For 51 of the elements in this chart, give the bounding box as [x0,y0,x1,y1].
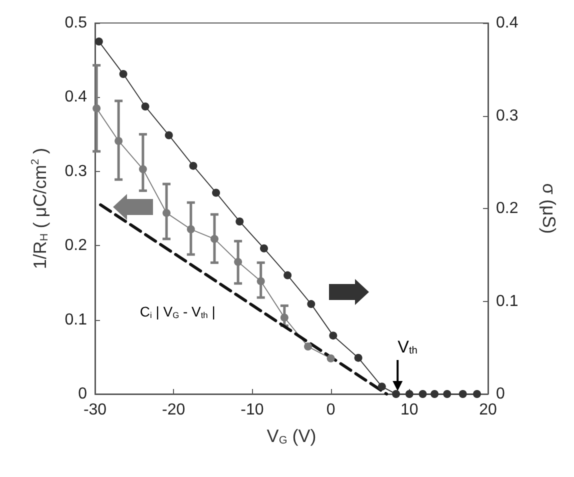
y-tick-label: 0.2 [64,237,88,254]
point [392,390,400,398]
point [418,390,427,398]
point [326,354,335,362]
point [210,234,218,243]
y2-tick-label: 0 [496,386,505,402]
point [329,332,338,340]
point [236,217,244,226]
y2-tick-label: 0.1 [496,292,518,310]
y-tick-label: 0.5 [64,14,88,32]
x-tick-label: 0 [326,402,336,418]
x-tick-label: -10 [240,402,264,418]
y2-tick-label: 0.2 [496,200,518,217]
point [405,390,414,398]
point [458,390,467,398]
point [280,314,288,322]
point [234,258,242,266]
point [114,136,123,145]
point [256,277,265,286]
point [443,390,452,398]
y2-tick-label: 0.3 [496,107,518,124]
point [189,162,198,170]
y-tick-label: 0.3 [64,162,88,180]
y2-axis-title: σ (μS) [539,183,559,234]
point [119,70,128,78]
point [260,244,268,252]
x-tick-label: 20 [479,402,497,418]
y-axis-title: 1/RH ( μC/cm2 ) [30,148,50,270]
point [141,102,150,110]
point [378,382,386,391]
point [354,354,362,362]
x-tick-label: -30 [83,402,107,418]
x-tick-label: 10 [400,402,418,418]
point [473,390,481,398]
y-tick-label: 0.1 [64,311,88,328]
point [164,131,173,140]
y-tick-label: 0 [78,386,88,402]
point [284,271,292,280]
point [162,208,171,217]
point [186,225,195,234]
point [430,390,439,398]
x-tick-label: -20 [162,402,186,418]
y2-tick-label: 0.4 [496,14,518,32]
annotation: Vth [398,337,418,356]
point [94,38,103,46]
point [212,188,220,197]
point [92,104,101,112]
point [304,342,312,351]
point [138,165,147,174]
point [307,300,316,308]
y-tick-label: 0.4 [64,88,88,106]
